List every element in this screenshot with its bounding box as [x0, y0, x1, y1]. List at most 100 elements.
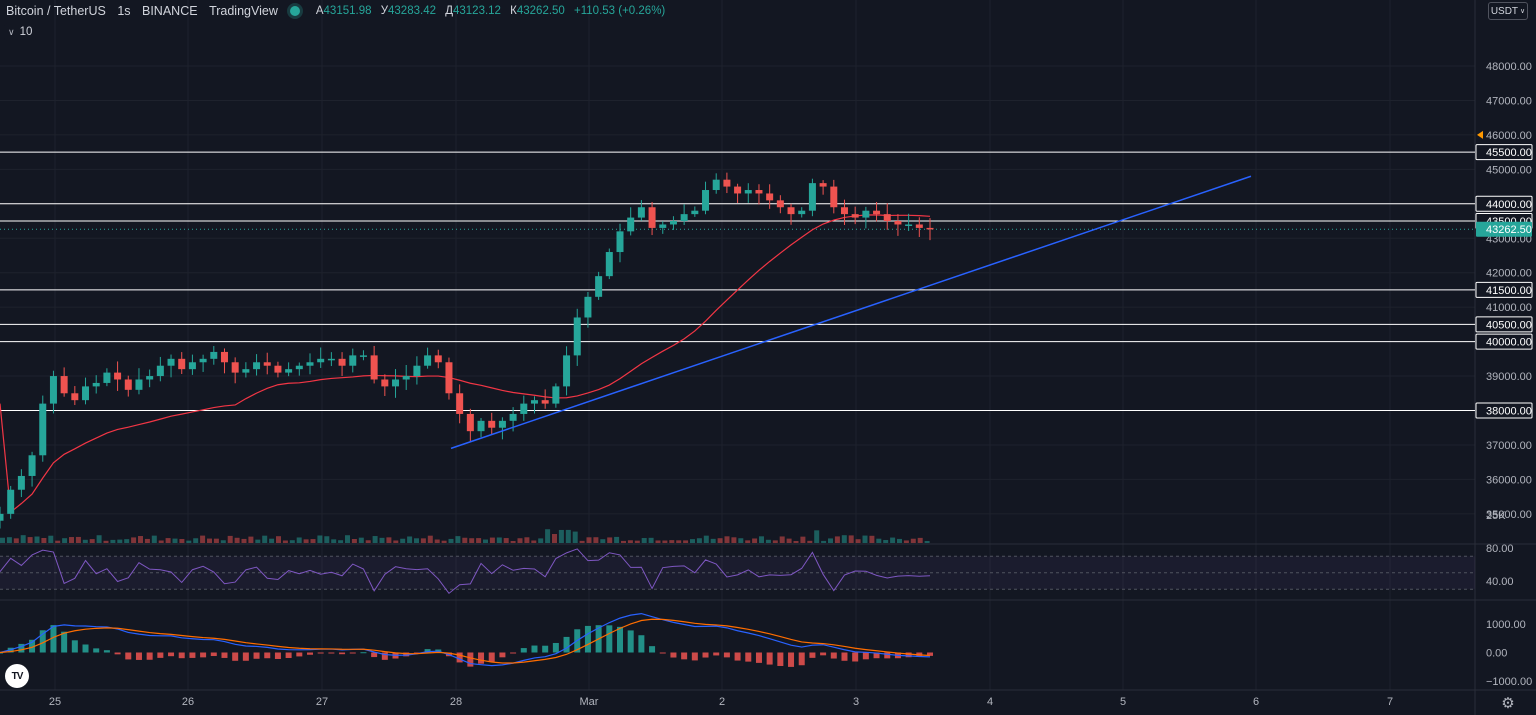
- candle: [520, 395, 528, 421]
- volume-bar: [634, 540, 640, 543]
- volume-bar: [220, 540, 226, 543]
- candle: [135, 368, 143, 395]
- chevron-down-icon: ∨: [1520, 8, 1526, 15]
- volume-bar: [324, 536, 330, 543]
- volume-bar: [89, 539, 95, 543]
- volume-bar: [469, 538, 475, 543]
- candle-body: [723, 179, 731, 187]
- volume-bars: [0, 529, 930, 543]
- last-price-box: [1476, 221, 1532, 237]
- volume-bar: [82, 539, 88, 543]
- chevron-down-icon[interactable]: ∨: [8, 26, 15, 37]
- close-key: К: [510, 5, 517, 17]
- candle: [648, 201, 656, 236]
- level-price-label: 45500.00: [1486, 147, 1532, 159]
- macd-histogram-bar: [18, 643, 25, 653]
- macd-histogram-bar: [178, 652, 185, 659]
- macd-histogram-bar: [403, 652, 410, 657]
- candle: [327, 352, 335, 367]
- volume-bar: [600, 539, 606, 543]
- volume-bar: [351, 538, 357, 543]
- tradingview-logo-icon[interactable]: TV: [5, 664, 29, 688]
- time-tick-label: 28: [449, 696, 463, 708]
- candle: [894, 214, 902, 236]
- price-tick-label: 39000.00: [1486, 371, 1532, 383]
- candle-body: [808, 183, 816, 211]
- candle: [167, 354, 175, 378]
- volume-bar: [703, 535, 709, 543]
- volume-bar: [365, 540, 371, 543]
- macd-histogram-bar: [50, 625, 57, 653]
- macd-histogram-bar: [296, 652, 303, 657]
- trendline-line: [450, 175, 1252, 450]
- symbol-name[interactable]: Bitcoin / TetherUS: [6, 4, 106, 18]
- volume-bar: [227, 535, 233, 543]
- volume-bar: [586, 537, 592, 543]
- candle-body: [178, 358, 186, 370]
- volume-scale-label: 25K: [1486, 510, 1506, 522]
- candle-body: [392, 379, 400, 387]
- level-price-label: 40500.00: [1486, 319, 1532, 331]
- volume-bar: [427, 535, 433, 543]
- macd-histogram-bar: [232, 652, 239, 661]
- volume-bar: [282, 540, 288, 543]
- price-tick-label: 48000.00: [1486, 61, 1532, 73]
- candle: [563, 346, 571, 396]
- macd-histogram-bar: [670, 652, 677, 658]
- volume-bar: [338, 540, 344, 543]
- currency-button[interactable]: USDT ∨: [1488, 2, 1528, 20]
- volume-bar: [717, 538, 723, 543]
- candle-body: [188, 362, 196, 370]
- volume-bar: [614, 536, 620, 543]
- candle: [488, 412, 496, 435]
- candle: [573, 308, 581, 366]
- macd-histogram-bar: [253, 652, 260, 659]
- volume-bar: [910, 538, 916, 543]
- volume-bar: [800, 536, 806, 543]
- volume-bar: [75, 536, 81, 543]
- candle-body: [883, 214, 891, 222]
- candle-body: [456, 393, 464, 414]
- macd-histogram-bar: [467, 652, 474, 667]
- volume-bar: [317, 535, 323, 543]
- macd-histogram-bar: [200, 652, 207, 658]
- candle: [702, 181, 710, 215]
- candle-body: [370, 355, 378, 380]
- macd-histogram-bar: [713, 652, 720, 656]
- candle: [295, 362, 303, 376]
- candle: [552, 383, 560, 408]
- gear-icon[interactable]: ⚙: [1501, 695, 1515, 712]
- volume-bar: [193, 538, 199, 543]
- candle: [627, 207, 635, 236]
- candle: [28, 451, 36, 487]
- candle: [17, 469, 25, 498]
- macd-histogram-bar: [542, 645, 549, 653]
- price-tick-label: 36000.00: [1486, 474, 1532, 486]
- candle-body: [627, 217, 635, 232]
- candle: [285, 362, 293, 377]
- volume-bar: [869, 535, 875, 543]
- market-open-dot-icon: [289, 6, 300, 16]
- ma-line: [0, 214, 931, 514]
- close-value: 43262.50: [516, 5, 565, 17]
- volume-bar: [676, 540, 682, 543]
- macd-histogram-bar: [649, 646, 656, 653]
- volume-bar: [393, 540, 399, 543]
- candle-body: [253, 362, 261, 370]
- macd-histogram-bar: [135, 652, 142, 660]
- candle-body: [263, 362, 271, 366]
- candle: [92, 375, 100, 394]
- volume-bar: [20, 535, 26, 543]
- volume-bar: [103, 540, 109, 543]
- volume-bar: [131, 537, 137, 543]
- macd-histogram-bar: [873, 652, 880, 659]
- trendline: [450, 175, 1252, 450]
- volume-bar: [710, 538, 716, 543]
- indicator-legend[interactable]: ∨ 10: [4, 23, 37, 41]
- symbol-legend[interactable]: Bitcoin / TetherUS 1s BINANCE TradingVie…: [0, 0, 1475, 22]
- volume-bar: [876, 538, 882, 543]
- volume-bar: [248, 536, 254, 543]
- volume-bar: [731, 537, 737, 543]
